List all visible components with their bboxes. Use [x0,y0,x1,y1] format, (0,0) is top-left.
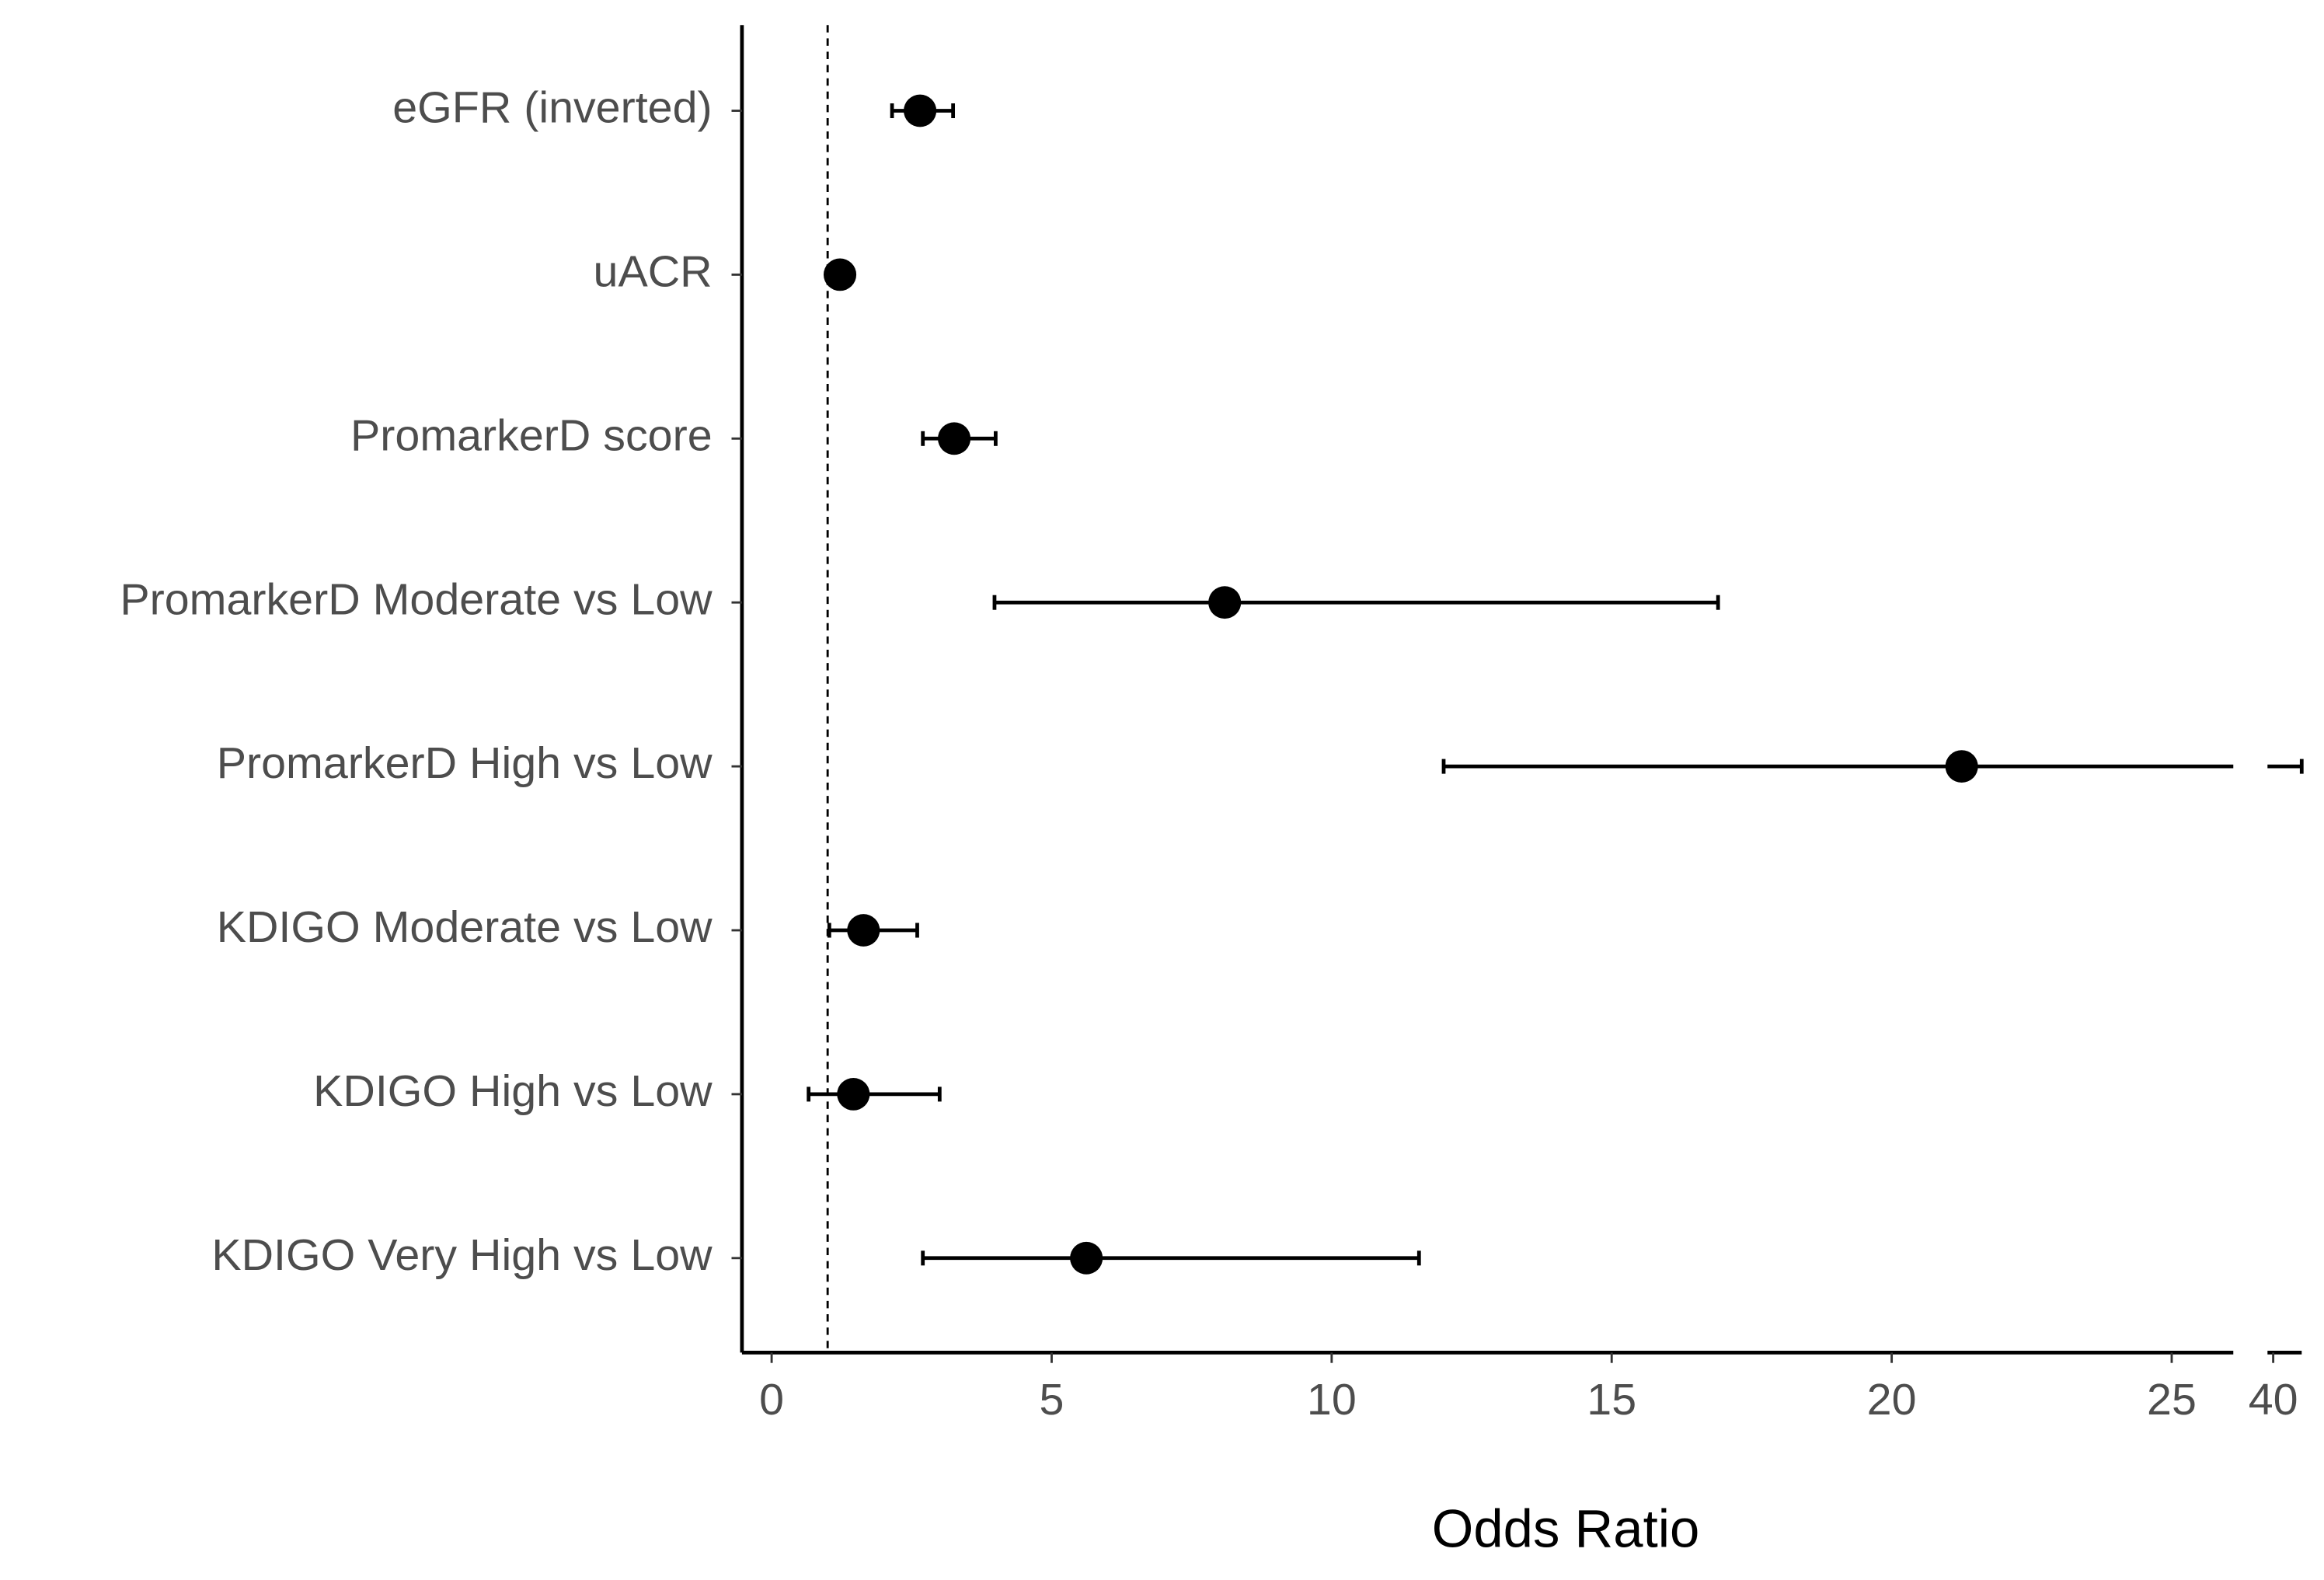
y-tick-label: uACR [594,247,713,297]
x-tick-label: 0 [759,1375,784,1425]
point [1945,750,1978,783]
x-tick-label: 25 [2147,1375,2197,1425]
y-tick-label: PromarkerD score [350,411,713,461]
y-tick-label: KDIGO Very High vs Low [211,1230,713,1280]
y-tick-label: PromarkerD High vs Low [217,738,713,788]
y-tick-label: KDIGO High vs Low [313,1066,713,1116]
y-tick-label: PromarkerD Moderate vs Low [120,574,713,624]
x-tick-label: 40 [2249,1375,2298,1425]
x-axis-title: Odds Ratio [1432,1498,1700,1558]
y-tick-label: KDIGO Moderate vs Low [217,902,713,952]
point [847,914,880,947]
point [837,1078,870,1111]
x-tick-label: 20 [1867,1375,1917,1425]
x-tick-label: 15 [1587,1375,1636,1425]
point [1208,586,1242,619]
point [938,422,971,455]
x-tick-label: 10 [1307,1375,1357,1425]
x-tick-label: 5 [1040,1375,1064,1425]
point [823,258,857,291]
point [904,94,937,127]
point [1070,1241,1103,1275]
y-tick-label: eGFR (inverted) [392,83,712,133]
